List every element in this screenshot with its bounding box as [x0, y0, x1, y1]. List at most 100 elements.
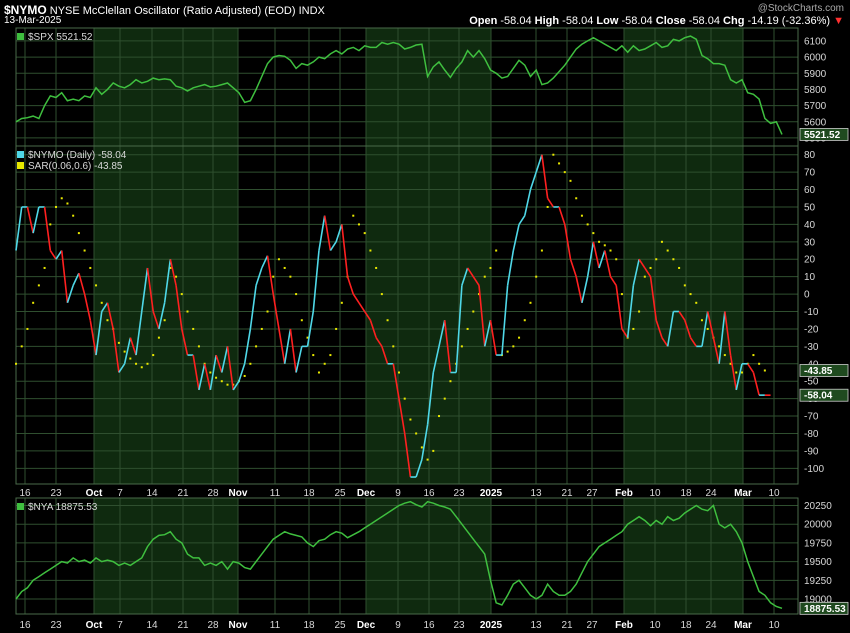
nymo-y-tick-label: -100 [804, 464, 824, 475]
nymo-line-segment [146, 267, 154, 312]
nymo-line-segment [118, 363, 126, 373]
nymo-line-segment [255, 267, 263, 286]
sar-point [598, 240, 601, 243]
nymo-line-segment [26, 206, 34, 234]
sar-point [352, 214, 355, 217]
x-tick-label-mid: 10 [768, 488, 780, 499]
sar-point [758, 362, 761, 365]
sar-point [83, 249, 86, 252]
sar-point [49, 223, 52, 226]
sar-point [535, 275, 538, 278]
chart-header-title: $NYMO NYSE McClellan Oscillator (Ratio A… [4, 3, 325, 17]
nymo-line-segment [152, 311, 160, 330]
nymo-line-segment [655, 319, 663, 338]
sar-point [329, 354, 332, 357]
sar-point [752, 354, 755, 357]
sar-point [460, 345, 463, 348]
nymo-line-segment [135, 311, 143, 356]
sar-point [523, 319, 526, 322]
nymo-line-segment [403, 433, 412, 478]
nymo-line-segment [323, 215, 332, 251]
sar-point [443, 397, 446, 400]
nymo-frame [15, 145, 799, 485]
nymo-line-segment [541, 154, 549, 199]
nymo-line-segment [381, 346, 389, 365]
nymo-line-segment [392, 363, 400, 399]
sar-point [152, 354, 155, 357]
nya-y-tick-label: 19000 [804, 595, 832, 606]
nymo-line-segment [306, 311, 315, 347]
nymo-line-segment [83, 293, 92, 321]
x-tick-label-mid: 21 [561, 488, 573, 499]
sar-point [695, 301, 698, 304]
sar-point [643, 275, 646, 278]
nymo-line-segment [335, 224, 343, 243]
nymo-line-segment [523, 189, 532, 216]
nymo-legend: $NYMO (Daily) -58.04 [28, 150, 127, 161]
x-tick-label-bottom: 21 [561, 620, 573, 631]
x-tick-label-mid: 16 [423, 488, 435, 499]
sar-point [15, 362, 17, 365]
ohlc-readout: Open -58.04 High -58.04 Low -58.04 Close… [469, 15, 844, 27]
sar-point [718, 345, 721, 348]
sar-point [478, 293, 481, 296]
sar-point [546, 205, 549, 208]
nymo-line-segment [341, 224, 349, 277]
nymo-line-segment [638, 258, 646, 269]
sar-point [95, 284, 98, 287]
nya-shade-band [624, 498, 743, 614]
x-tick-label-mid: Mar [734, 488, 752, 499]
nya-y-tick-label: 20000 [804, 520, 832, 531]
x-tick-label-mid: 27 [586, 488, 598, 499]
sar-point [140, 366, 143, 369]
nymo-line-segment [49, 250, 57, 260]
nymo-line-segment [329, 241, 337, 251]
sar-point [392, 345, 395, 348]
sar-point [317, 371, 320, 374]
sar-point [37, 284, 40, 287]
sar-point [77, 232, 80, 235]
nymo-line-segment [364, 311, 372, 321]
nymo-line-segment [644, 267, 652, 278]
sar-point [552, 153, 555, 156]
sar-point [375, 266, 378, 269]
nymo-line-segment [609, 276, 617, 286]
sar-point [466, 327, 469, 330]
sar-point [300, 319, 303, 322]
spx-shade-band [624, 28, 743, 146]
sar-point [403, 397, 406, 400]
nymo-line-segment [621, 328, 629, 339]
chart-title: NYSE McClellan Oscillator (Ratio Adjuste… [49, 5, 296, 17]
sar-point [220, 380, 223, 383]
nymo-line-segment [724, 311, 732, 356]
sar-point [683, 284, 686, 287]
nymo-y-tick-label: 10 [804, 272, 816, 283]
x-tick-label-bottom: 10 [768, 620, 780, 631]
nya-frame [15, 497, 799, 615]
x-tick-label-mid: Feb [615, 488, 633, 499]
x-tick-label-mid: 11 [270, 488, 281, 499]
nymo-line-segment [163, 259, 172, 303]
open-label: Open [469, 15, 498, 27]
sar-point [563, 171, 566, 174]
sar-point [272, 275, 275, 278]
sar-point [323, 362, 326, 365]
sar-point [763, 369, 766, 372]
sar-point [146, 362, 149, 365]
x-tick-label-bottom: 23 [453, 620, 465, 631]
nymo-line-segment [729, 354, 738, 391]
sar-point [740, 371, 743, 374]
nymo-line-segment [489, 320, 497, 356]
sar-point [558, 162, 561, 165]
nymo-line-segment [438, 320, 446, 347]
nymo-line-segment [243, 328, 252, 364]
nymo-line-segment [398, 398, 406, 434]
x-tick-label-mid: 21 [177, 488, 189, 499]
sar-point [197, 345, 200, 348]
x-tick-label-mid: 28 [207, 488, 219, 499]
exchange: INDX [298, 5, 325, 17]
nymo-line-segment [735, 363, 743, 391]
nymo-line-segment [106, 302, 114, 330]
nymo-line-segment [180, 328, 189, 356]
